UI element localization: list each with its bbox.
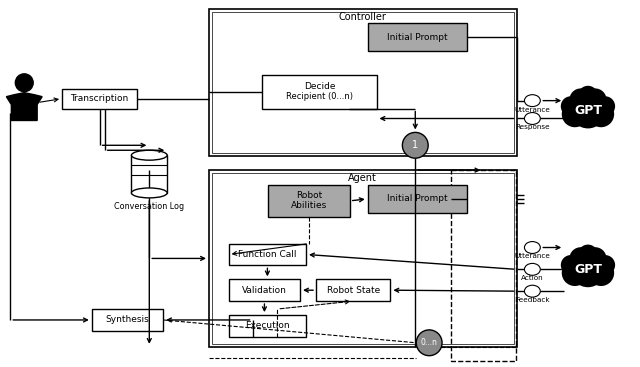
Ellipse shape bbox=[131, 188, 167, 198]
Text: Transcription: Transcription bbox=[70, 94, 129, 103]
Bar bbox=[92, 309, 163, 331]
Text: Initial Prompt: Initial Prompt bbox=[387, 195, 447, 203]
Text: Controller: Controller bbox=[339, 12, 387, 22]
Ellipse shape bbox=[524, 285, 540, 297]
Text: Utterance: Utterance bbox=[515, 254, 550, 259]
Ellipse shape bbox=[524, 264, 540, 275]
Bar bbox=[262, 75, 376, 109]
Circle shape bbox=[561, 255, 581, 275]
Bar bbox=[367, 185, 467, 213]
Bar bbox=[451, 170, 515, 361]
Bar bbox=[228, 244, 306, 265]
Bar bbox=[228, 279, 300, 301]
Text: Robot State: Robot State bbox=[326, 286, 380, 295]
Bar bbox=[62, 89, 138, 109]
Bar bbox=[367, 23, 467, 51]
Text: Decide: Decide bbox=[304, 82, 335, 91]
Circle shape bbox=[570, 93, 606, 128]
Text: GPT: GPT bbox=[574, 263, 602, 276]
Circle shape bbox=[578, 86, 598, 106]
Bar bbox=[209, 9, 516, 156]
Circle shape bbox=[562, 101, 588, 127]
Bar bbox=[209, 170, 516, 347]
Circle shape bbox=[15, 74, 33, 92]
Circle shape bbox=[570, 247, 592, 270]
Circle shape bbox=[561, 96, 581, 116]
Ellipse shape bbox=[131, 150, 167, 160]
Text: Abilities: Abilities bbox=[291, 201, 327, 210]
Circle shape bbox=[588, 101, 614, 127]
Ellipse shape bbox=[524, 95, 540, 106]
Text: Initial Prompt: Initial Prompt bbox=[387, 33, 447, 41]
Polygon shape bbox=[6, 93, 42, 120]
Text: 0...n: 0...n bbox=[420, 338, 438, 347]
Ellipse shape bbox=[524, 241, 540, 254]
Bar bbox=[268, 185, 350, 217]
Text: Execution: Execution bbox=[245, 321, 290, 330]
Text: Response: Response bbox=[515, 124, 550, 130]
Bar bbox=[131, 155, 167, 193]
Circle shape bbox=[578, 244, 598, 265]
Bar bbox=[212, 12, 513, 153]
Text: Recipient (0...n): Recipient (0...n) bbox=[286, 92, 353, 101]
Circle shape bbox=[588, 260, 614, 286]
Text: Validation: Validation bbox=[242, 286, 287, 295]
Circle shape bbox=[595, 255, 615, 275]
Text: Utterance: Utterance bbox=[515, 106, 550, 113]
Bar bbox=[212, 173, 513, 344]
Bar bbox=[316, 279, 390, 301]
Text: Agent: Agent bbox=[348, 173, 377, 183]
Ellipse shape bbox=[524, 113, 540, 124]
Circle shape bbox=[416, 330, 442, 356]
Text: Synthesis: Synthesis bbox=[106, 316, 149, 324]
Text: Feedback: Feedback bbox=[515, 297, 550, 303]
Text: GPT: GPT bbox=[574, 104, 602, 117]
Text: Conversation Log: Conversation Log bbox=[114, 202, 184, 211]
Circle shape bbox=[570, 88, 592, 111]
Circle shape bbox=[595, 96, 615, 116]
Circle shape bbox=[584, 88, 607, 111]
Text: 1: 1 bbox=[412, 140, 419, 150]
Circle shape bbox=[584, 247, 607, 270]
Circle shape bbox=[562, 260, 588, 286]
Text: Robot: Robot bbox=[296, 192, 322, 200]
Text: Function Call: Function Call bbox=[238, 250, 297, 259]
Text: Action: Action bbox=[521, 275, 544, 281]
Circle shape bbox=[570, 251, 606, 287]
Circle shape bbox=[403, 132, 428, 158]
Bar bbox=[228, 315, 306, 337]
